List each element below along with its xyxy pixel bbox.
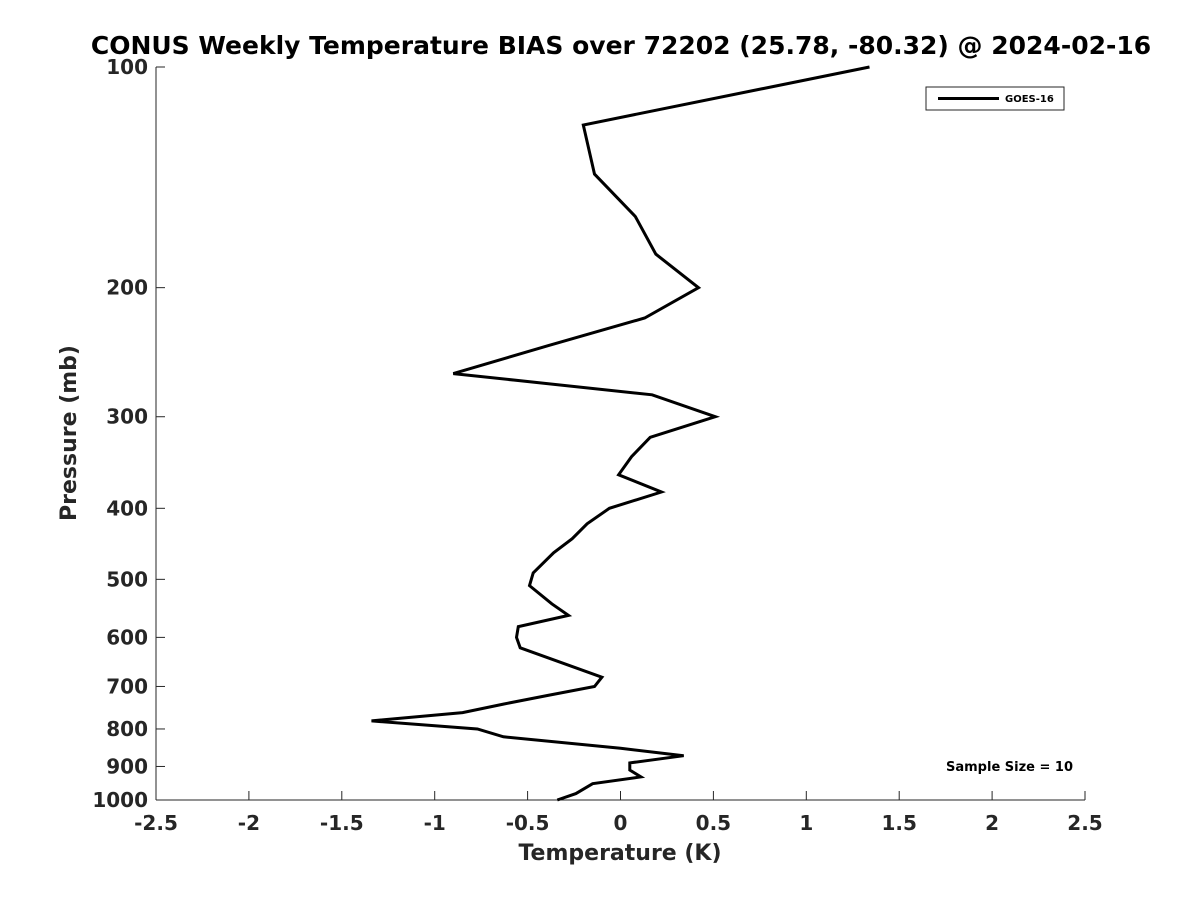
y-tick-label: 1000 <box>92 788 148 812</box>
y-tick-label: 100 <box>106 55 148 79</box>
axes: -2.5 -2 -1.5 -1 -0.5 0 0.5 1 1.5 2 2.5 100 200 300 400… <box>92 55 1102 835</box>
legend: GOES-16 <box>925 86 1065 111</box>
x-tick-label: -1 <box>424 811 446 835</box>
x-tick-label: -2.5 <box>134 811 178 835</box>
series-line-goes-16 <box>371 65 870 802</box>
y-tick-label: 800 <box>106 717 148 741</box>
y-tick-label: 900 <box>106 754 148 778</box>
x-tick-label: 1 <box>799 811 813 835</box>
x-tick-label: 2 <box>985 811 999 835</box>
x-tick-label: 2.5 <box>1067 811 1102 835</box>
series-layer <box>371 65 870 802</box>
y-axis-label: Pressure (mb) <box>57 345 82 521</box>
y-tick-label: 400 <box>106 496 148 520</box>
y-tick-label: 700 <box>106 674 148 698</box>
plot-area <box>156 67 1085 800</box>
y-tick-label: 500 <box>106 567 148 591</box>
x-tick-label: 0 <box>614 811 628 835</box>
y-tick-label: 300 <box>106 405 148 429</box>
y-tick-label: 600 <box>106 625 148 649</box>
x-tick-label: -1.5 <box>320 811 364 835</box>
sample-size-annotation: Sample Size = 10 <box>946 760 1073 775</box>
x-tick-label: -0.5 <box>506 811 550 835</box>
chart-title: CONUS Weekly Temperature BIAS over 72202… <box>91 31 1151 60</box>
x-tick-label: 0.5 <box>696 811 731 835</box>
x-tick-label: 1.5 <box>881 811 916 835</box>
y-tick-label: 200 <box>106 276 148 300</box>
x-axis-label: Temperature (K) <box>518 841 721 866</box>
legend-label: GOES-16 <box>1005 94 1054 105</box>
x-tick-label: -2 <box>238 811 260 835</box>
